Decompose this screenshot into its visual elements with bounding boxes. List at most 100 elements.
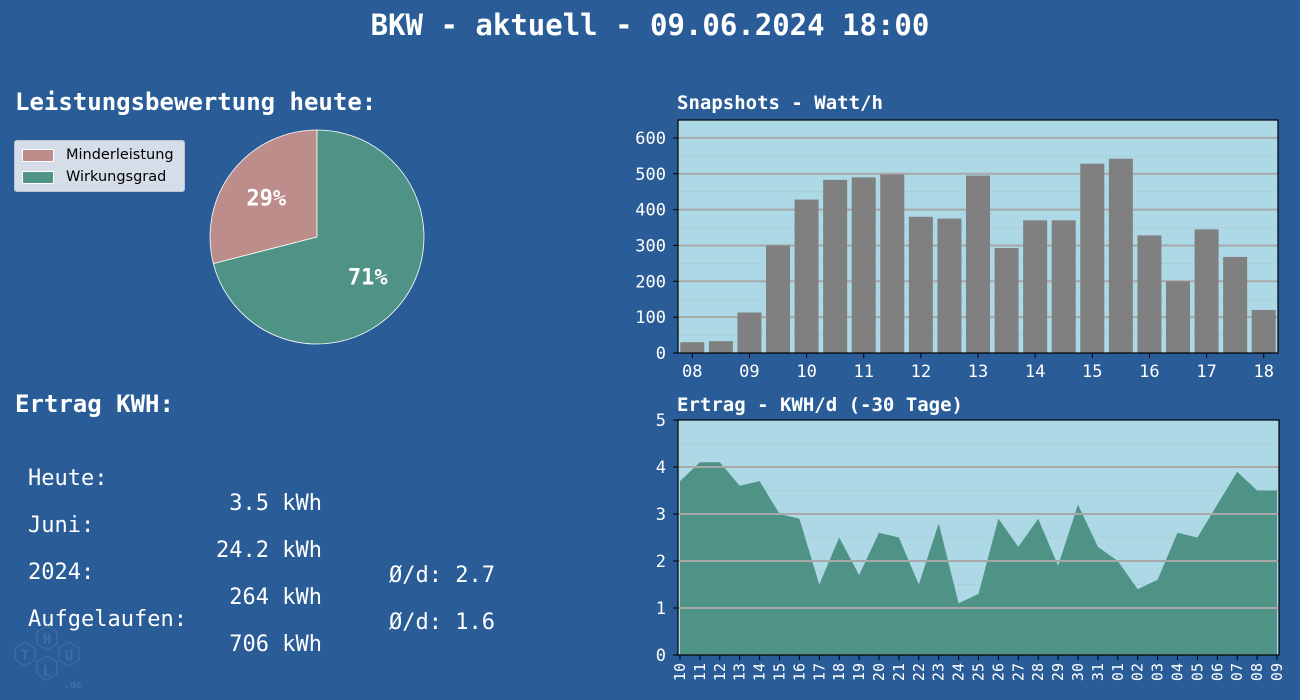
pie-slice-wirkungsgrad xyxy=(212,129,425,345)
area-xtick-label: 05 xyxy=(1188,663,1206,681)
area-xtick-label: 22 xyxy=(910,663,928,681)
bar xyxy=(823,179,848,353)
bar-xtick-label: 08 xyxy=(682,362,702,382)
bar-chart: 0 100 200 300 400 500 600 08 09 10 11 12 13 14 15 16 17 1… xyxy=(635,119,1279,382)
legend-swatch-minder xyxy=(22,148,54,162)
area-xtick-label: 18 xyxy=(830,663,848,681)
bar xyxy=(1223,256,1248,353)
bar-xtick-label: 15 xyxy=(1082,362,1102,382)
logo-letter: U xyxy=(65,648,73,664)
bar xyxy=(680,342,705,353)
kwh-row-juni: Juni: 24.2 kWh Ø/d: 2.7 xyxy=(28,488,495,588)
kwh-value: 24.2 kWh xyxy=(216,538,322,563)
bar xyxy=(1137,235,1162,353)
area-xtick-label: 27 xyxy=(1009,663,1027,681)
area-xtick-label: 04 xyxy=(1169,663,1187,681)
bar-ytick-label: 300 xyxy=(635,236,666,256)
area-xtick-label: 26 xyxy=(989,663,1007,681)
bar xyxy=(1251,309,1276,353)
kwh-avg: Ø/d: 1.6 xyxy=(389,610,495,635)
bar xyxy=(880,174,905,353)
bar-ytick-label: 0 xyxy=(656,344,666,364)
area-xtick-label: 13 xyxy=(731,663,749,681)
kwh-value: 264 kWh xyxy=(229,585,322,610)
area-xtick-label: 06 xyxy=(1208,663,1226,681)
bar xyxy=(708,341,733,353)
legend-item-wirkung: Wirkungsgrad xyxy=(22,168,166,186)
area-chart-title: Ertrag - KWH/d (-30 Tage) xyxy=(677,394,963,416)
bar xyxy=(794,199,819,353)
area-xtick-label: 19 xyxy=(850,663,868,681)
area-xtick-label: 03 xyxy=(1149,663,1167,681)
area-ytick-label: 0 xyxy=(656,646,666,666)
area-ytick-label: 5 xyxy=(656,411,666,431)
pie-legend: Minderleistung Wirkungsgrad xyxy=(14,140,185,192)
pie-label-wirkungsgrad: 71% xyxy=(348,265,388,290)
pie-heading: Leistungsbewertung heute: xyxy=(15,88,377,116)
bar-ytick-label: 200 xyxy=(635,272,666,292)
area-xtick-label: 09 xyxy=(1268,663,1286,681)
bar-xtick-label: 13 xyxy=(968,362,988,382)
kwh-value: 706 kWh xyxy=(229,632,322,657)
area-xtick-label: 12 xyxy=(711,663,729,681)
bar-ytick-label: 600 xyxy=(635,129,666,149)
bar-xtick-label: 09 xyxy=(739,362,759,382)
bar-chart-title: Snapshots - Watt/h xyxy=(677,92,883,114)
area-xtick-label: 21 xyxy=(890,663,908,681)
kwh-row-aufgelaufen: Aufgelaufen: 706 kWh xyxy=(28,582,322,657)
logo-letter: T xyxy=(21,648,29,664)
area-xtick-label: 30 xyxy=(1069,663,1087,681)
area-xtick-label: 15 xyxy=(771,663,789,681)
bar-xtick-label: 14 xyxy=(1025,362,1045,382)
area-xtick-label: 01 xyxy=(1109,663,1127,681)
bar-xtick-label: 17 xyxy=(1196,362,1216,382)
bar xyxy=(1108,158,1133,353)
area-ytick-label: 2 xyxy=(656,552,666,572)
legend-swatch-wirkung xyxy=(22,170,54,184)
area-xtick-label: 08 xyxy=(1248,663,1266,681)
pie-slice-minderleistung xyxy=(209,129,318,265)
kwh-row-2024: 2024: 264 kWh Ø/d: 1.6 xyxy=(28,535,495,635)
logo-letter: H xyxy=(43,632,51,648)
area-xtick-label: 16 xyxy=(790,663,808,681)
kwh-avg: Ø/d: 2.7 xyxy=(389,563,495,588)
bar-xtick-label: 12 xyxy=(911,362,931,382)
bar-xtick-label: 11 xyxy=(853,362,873,382)
area-xtick-label: 10 xyxy=(671,663,689,681)
kwh-row-heute: Heute: 3.5 kWh xyxy=(28,441,322,516)
area-series xyxy=(680,462,1277,655)
kwh-label: Heute: xyxy=(28,466,108,491)
area-xtick-label: 24 xyxy=(950,663,968,681)
bar xyxy=(937,218,962,353)
legend-label-wirkung: Wirkungsgrad xyxy=(66,169,167,185)
bar xyxy=(908,216,933,353)
kwh-label: 2024: xyxy=(28,560,95,585)
area-xtick-label: 28 xyxy=(1029,663,1047,681)
page-title: BKW - aktuell - 09.06.2024 18:00 xyxy=(370,8,930,42)
legend-label-minder: Minderleistung xyxy=(66,147,174,163)
area-xtick-label: 29 xyxy=(1049,663,1067,681)
area-xtick-label: 20 xyxy=(870,663,888,681)
kwh-label: Juni: xyxy=(28,513,95,538)
bar xyxy=(994,247,1019,353)
bar xyxy=(766,245,790,353)
bar-plot-frame xyxy=(677,119,1279,354)
bar xyxy=(966,175,990,353)
area-xtick-label: 02 xyxy=(1129,663,1147,681)
bar-xtick-label: 10 xyxy=(796,362,816,382)
area-xtick-label: 14 xyxy=(751,663,769,681)
bar-xtick-label: 16 xyxy=(1139,362,1159,382)
area-ytick-label: 3 xyxy=(656,505,666,525)
pie-chart: 29% 71% xyxy=(209,129,425,345)
legend-item-minder: Minderleistung xyxy=(22,146,174,164)
logo-suffix: .de xyxy=(64,680,82,691)
bar xyxy=(1051,220,1076,353)
kwh-value: 3.5 kWh xyxy=(229,491,322,516)
logo-letter: L xyxy=(43,664,51,680)
area-xtick-label: 07 xyxy=(1228,663,1246,681)
area-xtick-label: 17 xyxy=(810,663,828,681)
bar xyxy=(1166,281,1190,353)
area-xtick-label: 23 xyxy=(930,663,948,681)
bar-xtick-label: 18 xyxy=(1253,362,1273,382)
